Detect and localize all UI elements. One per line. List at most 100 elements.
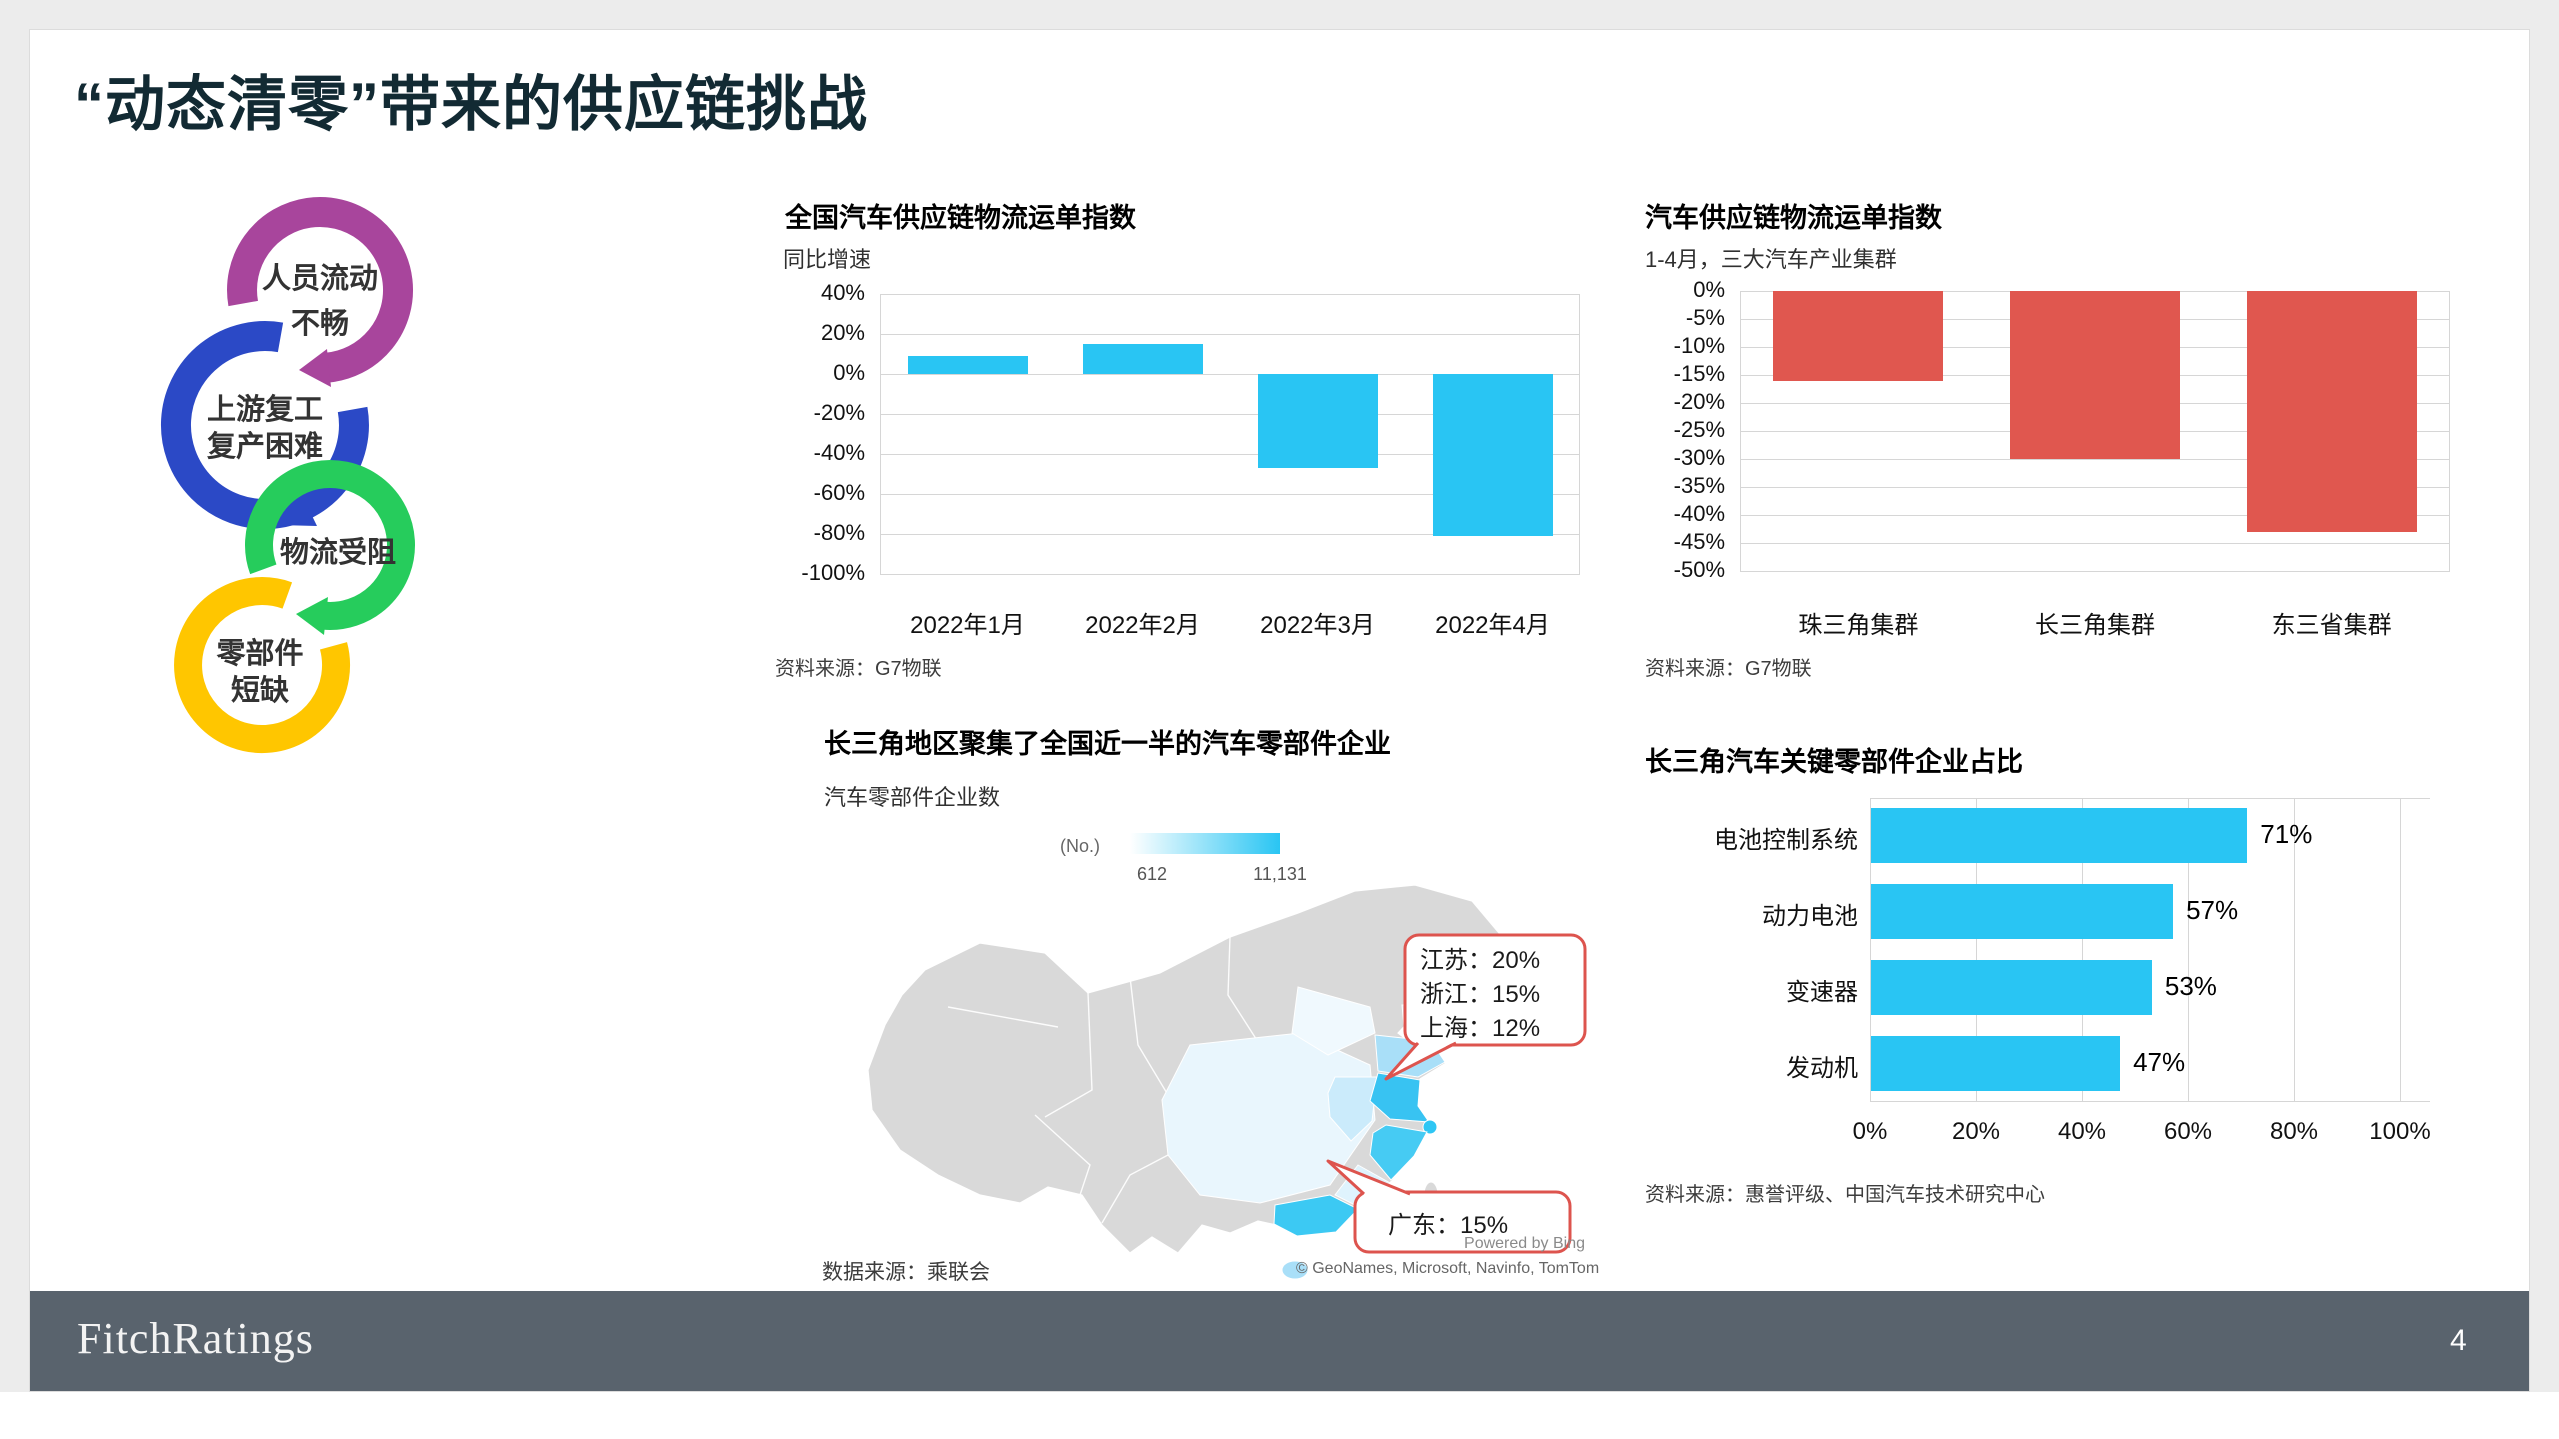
chart2-ytick: -50%	[1673, 557, 1725, 582]
cycle-arrow-icon	[299, 349, 331, 387]
chart3-gridline	[2294, 798, 2295, 1102]
chart3-xtick: 0%	[1852, 1118, 1888, 1145]
chart1-bar-2022年2月	[1082, 344, 1203, 374]
chart1-bar-2022年4月	[1432, 374, 1553, 536]
chart2-ytick: -20%	[1673, 389, 1725, 414]
chart1-xlabel: 2022年1月	[910, 612, 1025, 639]
chart1-ytick: -100%	[801, 560, 865, 585]
chart2-ytick: -25%	[1673, 417, 1725, 442]
cycle-label-0-1: 不畅	[291, 307, 349, 340]
chart1-ytick: 20%	[820, 320, 865, 345]
chart3-title: 长三角汽车关键零部件企业占比	[1645, 747, 2023, 777]
chart1-gridline	[880, 454, 1580, 455]
chart1-bar-2022年3月	[1257, 374, 1378, 468]
map-callout-text: 浙江：15%	[1420, 981, 1540, 1008]
chart2-gridline	[1740, 487, 2450, 488]
map-callout-box	[1353, 1190, 1572, 1254]
cycle-label-3-1: 短缺	[231, 674, 290, 707]
map-legend-max: 11,131	[1253, 864, 1307, 884]
chart2-gridline	[1740, 459, 2450, 460]
chart2-ytick: -15%	[1673, 361, 1725, 386]
chart2-gridline	[1740, 571, 2450, 572]
chart2-gridline	[1740, 515, 2450, 516]
map-callout-box	[1403, 933, 1587, 1047]
slide: “动态清零”带来的供应链挑战 人员流动 不畅 上游复工 复产困难 物流受阻 零部件 短缺 全…	[30, 30, 2529, 1391]
map-legend-min: 612	[1136, 864, 1168, 884]
chart3-xtick: 60%	[2163, 1118, 2213, 1145]
chart1-gridline	[880, 294, 1580, 295]
chart2-ytick: -35%	[1673, 473, 1725, 498]
chart1-bar-2022年1月	[907, 356, 1028, 374]
cycle-ring-2	[245, 459, 415, 630]
chart3-gridline	[2400, 798, 2401, 1102]
chart3-category-label: 电池控制系统	[1714, 827, 1858, 854]
chart1-gridline	[880, 574, 1580, 575]
map-callout-text: 广东：15%	[1388, 1212, 1508, 1239]
chart2-subtitle: 1-4月，三大汽车产业集群	[1645, 247, 1897, 272]
chart1-gridline	[880, 494, 1580, 495]
chart3-source: 资料来源：惠誉评级、中国汽车技术研究中心	[1645, 1184, 2045, 1206]
footer	[30, 1291, 2529, 1391]
chart2-bar-东三省集群	[2246, 291, 2417, 532]
map-callout-text: 上海：12%	[1420, 1015, 1540, 1042]
chart1-ytick: -20%	[813, 400, 865, 425]
chart2-xlabel: 东三省集群	[2271, 612, 2392, 639]
cycle-label-3-0: 零部件	[216, 636, 303, 670]
chart1-ytick: 0%	[833, 360, 865, 385]
chart1-xlabel: 2022年4月	[1435, 612, 1550, 639]
chart3-xtick: 40%	[2057, 1118, 2107, 1145]
chart2-source: 资料来源：G7物联	[1645, 658, 1812, 680]
chart3-bar-动力电池	[1871, 884, 2174, 939]
chart1-source: 资料来源：G7物联	[775, 658, 942, 680]
chart3-value-label: 57%	[2186, 895, 2239, 925]
chart1-gridline	[880, 414, 1580, 415]
chart1-gridline	[880, 374, 1580, 375]
chart2-ytick: 0%	[1693, 277, 1725, 302]
chart2-ytick: -30%	[1673, 445, 1725, 470]
chart1-xlabel: 2022年3月	[1260, 612, 1375, 639]
fitch-ratings-logo: FitchRatings	[77, 1314, 314, 1363]
chart2-bar-长三角集群	[2010, 291, 2180, 459]
chart2-xlabel: 长三角集群	[2034, 612, 2155, 639]
cycle-ring-0	[227, 197, 413, 383]
chart2-xlabel: 珠三角集群	[1798, 612, 1919, 639]
chart3-xtick: 80%	[2269, 1118, 2319, 1145]
chart3-bar-变速器	[1871, 960, 2152, 1015]
chart3-xtick: 100%	[2369, 1118, 2431, 1145]
chart1-plot-area	[880, 294, 1580, 574]
chart3-value-label: 53%	[2164, 971, 2217, 1001]
china-map: 江苏：20% 浙江：15% 上海：12% 广东：15%	[867, 884, 1587, 1280]
map-attribution-bing: Powered by Bing	[1464, 1235, 1585, 1252]
chart1-gridline	[880, 334, 1580, 335]
map-title: 长三角地区聚集了全国近一半的汽车零部件企业	[824, 729, 1391, 759]
page-number: 4	[2450, 1324, 2467, 1357]
cycle-arrow-icon	[278, 491, 317, 526]
chart2-gridline	[1740, 543, 2450, 544]
chart3-plot-area	[1870, 798, 2430, 1102]
map-callout-tail-border	[1384, 1041, 1457, 1081]
map-callout-tail-border	[1326, 1159, 1411, 1196]
chart2-ytick: -5%	[1685, 305, 1725, 330]
cycle-label-2-0: 物流受阻	[280, 536, 396, 569]
map-legend-label: (No.)	[1060, 836, 1100, 856]
map-legend-gradient	[1130, 833, 1280, 854]
chart3-bar-电池控制系统	[1871, 808, 2248, 863]
chart1-ytick: -60%	[813, 480, 865, 505]
chart3-category-label: 变速器	[1786, 979, 1858, 1006]
map-attribution-geonames: © GeoNames, Microsoft, Navinfo, TomTom	[1296, 1260, 1600, 1277]
chart1-ytick: -40%	[813, 440, 865, 465]
cycle-ring-3	[174, 577, 351, 754]
chart3-xtick: 20%	[1951, 1118, 2001, 1145]
chart2-ytick: -40%	[1673, 501, 1725, 526]
chart2-ytick: -45%	[1673, 529, 1725, 554]
chart3-category-label: 发动机	[1786, 1055, 1858, 1082]
cycle-label-1-0: 上游复工	[207, 393, 323, 426]
chart1-ylabel: 同比增速	[783, 247, 872, 272]
chart1-title: 全国汽车供应链物流运单指数	[785, 203, 1136, 233]
chart3-bar-发动机	[1871, 1036, 2121, 1091]
page-title: “动态清零”带来的供应链挑战	[74, 71, 868, 138]
chart1-ytick: 40%	[820, 280, 865, 305]
map-source: 数据来源：乘联会	[822, 1261, 990, 1284]
chart3-gridline	[2188, 798, 2189, 1102]
